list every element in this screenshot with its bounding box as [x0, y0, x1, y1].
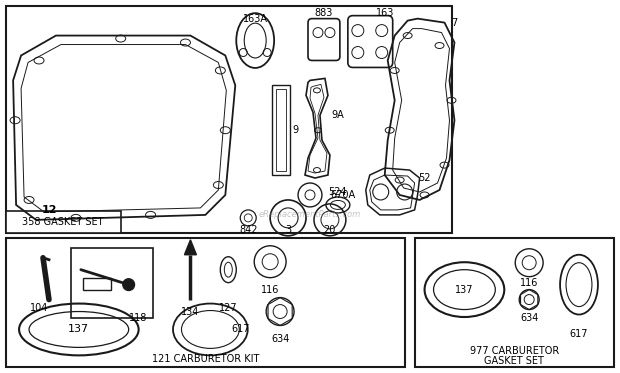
Text: 842: 842: [239, 225, 257, 235]
Bar: [276, 90, 286, 171]
Bar: [6, 6, 453, 233]
Bar: [6, 211, 121, 233]
Text: 163: 163: [376, 8, 394, 18]
Text: 52: 52: [418, 173, 431, 183]
Bar: [415, 238, 614, 367]
Text: 116: 116: [261, 285, 280, 295]
Text: 7: 7: [451, 18, 458, 28]
Text: 3: 3: [285, 225, 291, 235]
Text: eReplacementParts.com: eReplacementParts.com: [259, 210, 361, 219]
Text: 137: 137: [455, 285, 474, 295]
Circle shape: [123, 279, 135, 291]
Text: 9A: 9A: [332, 110, 344, 120]
Text: 9: 9: [292, 125, 298, 135]
Text: 617: 617: [570, 329, 588, 339]
Bar: [272, 85, 290, 175]
Bar: [83, 278, 111, 289]
Text: 12: 12: [41, 205, 56, 215]
Text: GASKET SET: GASKET SET: [484, 356, 544, 366]
Text: 20: 20: [324, 225, 336, 235]
Text: 137: 137: [68, 325, 89, 335]
Text: 883: 883: [315, 8, 333, 18]
Bar: [6, 238, 405, 367]
Text: 634: 634: [520, 313, 538, 323]
Text: 617: 617: [231, 325, 249, 335]
Text: 634: 634: [271, 335, 290, 344]
Polygon shape: [185, 240, 197, 255]
Text: 358 GASKET SET: 358 GASKET SET: [22, 217, 104, 227]
Text: 127: 127: [219, 303, 237, 313]
Text: 524: 524: [329, 187, 347, 197]
Text: 977 CARBURETOR: 977 CARBURETOR: [469, 347, 559, 356]
Bar: [71, 248, 153, 317]
Text: 121 CARBURETOR KIT: 121 CARBURETOR KIT: [152, 354, 259, 364]
Text: 163A: 163A: [242, 14, 268, 23]
Text: 104: 104: [30, 303, 48, 313]
Text: 118: 118: [130, 313, 148, 323]
Text: 134: 134: [181, 307, 200, 317]
Text: 670A: 670A: [330, 190, 355, 200]
Text: 116: 116: [520, 278, 538, 288]
